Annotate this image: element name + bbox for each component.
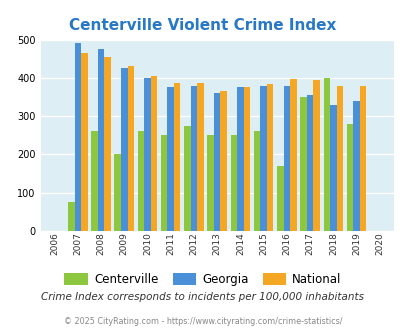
Bar (91, 131, 98, 231)
Text: Crime Index corresponds to incidents per 100,000 inhabitants: Crime Index corresponds to incidents per… (41, 292, 364, 302)
Bar (323, 78, 329, 231)
Bar (283, 85, 290, 231)
Bar (243, 87, 249, 231)
Bar (114, 154, 121, 231)
Bar (237, 87, 243, 231)
Bar (336, 85, 342, 231)
Bar (266, 84, 273, 231)
Bar (306, 95, 313, 231)
Text: Centerville Violent Crime Index: Centerville Violent Crime Index (69, 18, 336, 33)
Bar (68, 202, 75, 231)
Bar (313, 80, 319, 231)
Bar (260, 85, 266, 231)
Bar (213, 93, 220, 231)
Bar (346, 124, 352, 231)
Bar (352, 101, 359, 231)
Bar (220, 91, 226, 231)
Bar (127, 66, 134, 231)
Bar (160, 135, 167, 231)
Bar (197, 83, 203, 231)
Bar (121, 68, 127, 231)
Bar (75, 44, 81, 231)
Bar (359, 86, 365, 231)
Bar (253, 131, 260, 231)
Bar (81, 53, 87, 231)
Bar (230, 135, 237, 231)
Bar (174, 83, 180, 231)
Legend: Centerville, Georgia, National: Centerville, Georgia, National (60, 268, 345, 291)
Bar (98, 49, 104, 231)
Bar (104, 57, 111, 231)
Bar (190, 85, 197, 231)
Bar (144, 78, 150, 231)
Text: © 2025 CityRating.com - https://www.cityrating.com/crime-statistics/: © 2025 CityRating.com - https://www.city… (64, 317, 341, 326)
Bar (184, 126, 190, 231)
Bar (277, 166, 283, 231)
Bar (290, 79, 296, 231)
Bar (137, 131, 144, 231)
Bar (167, 87, 174, 231)
Bar (207, 135, 213, 231)
Bar (329, 105, 336, 231)
Bar (150, 76, 157, 231)
Bar (300, 97, 306, 231)
